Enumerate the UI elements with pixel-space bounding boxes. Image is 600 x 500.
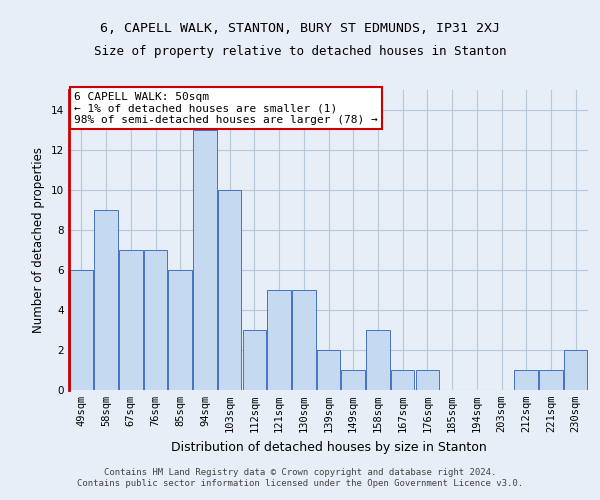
Bar: [242, 330, 266, 390]
Bar: [317, 350, 340, 390]
Bar: [416, 370, 439, 390]
Bar: [193, 130, 217, 390]
Text: 6, CAPELL WALK, STANTON, BURY ST EDMUNDS, IP31 2XJ: 6, CAPELL WALK, STANTON, BURY ST EDMUNDS…: [100, 22, 500, 36]
Bar: [564, 350, 587, 390]
Text: 6 CAPELL WALK: 50sqm
← 1% of detached houses are smaller (1)
98% of semi-detache: 6 CAPELL WALK: 50sqm ← 1% of detached ho…: [74, 92, 378, 124]
Bar: [218, 190, 241, 390]
Y-axis label: Number of detached properties: Number of detached properties: [32, 147, 46, 333]
Bar: [70, 270, 93, 390]
Text: Size of property relative to detached houses in Stanton: Size of property relative to detached ho…: [94, 45, 506, 58]
Bar: [514, 370, 538, 390]
Bar: [539, 370, 563, 390]
Bar: [169, 270, 192, 390]
Bar: [144, 250, 167, 390]
Bar: [292, 290, 316, 390]
Bar: [391, 370, 415, 390]
Bar: [268, 290, 291, 390]
Bar: [341, 370, 365, 390]
Bar: [94, 210, 118, 390]
Bar: [366, 330, 389, 390]
X-axis label: Distribution of detached houses by size in Stanton: Distribution of detached houses by size …: [170, 440, 487, 454]
Bar: [119, 250, 143, 390]
Text: Contains HM Land Registry data © Crown copyright and database right 2024.
Contai: Contains HM Land Registry data © Crown c…: [77, 468, 523, 487]
